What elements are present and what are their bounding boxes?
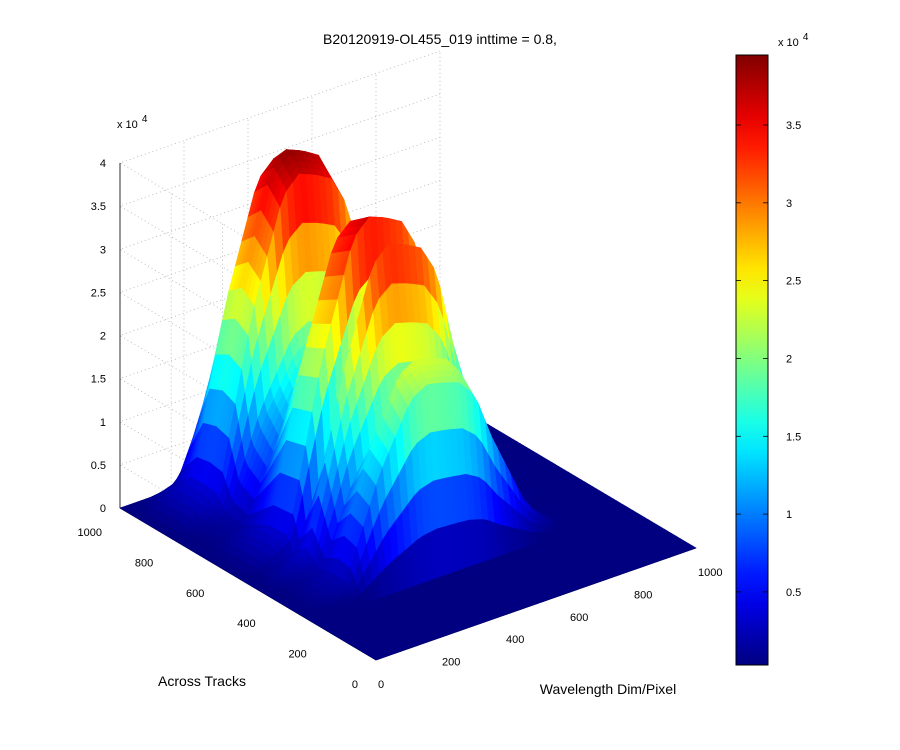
colorbar-fill xyxy=(736,55,768,665)
colorbar-tick-label: 2 xyxy=(786,353,792,365)
y-tick-label: 400 xyxy=(237,618,255,630)
z-tick-label: 3.5 xyxy=(91,201,106,213)
z-tick-label: 2 xyxy=(100,331,106,343)
y-tick-label: 200 xyxy=(288,649,306,661)
colorbar-multiplier: x 10 4 xyxy=(778,32,809,49)
z-exponent-text: 4 xyxy=(142,114,148,125)
y-tick-label: 1000 xyxy=(78,527,102,539)
colorbar-exponent-text: 4 xyxy=(803,32,809,43)
y-tick-label: 600 xyxy=(186,588,204,600)
colorbar-ticks: 0.5 1 1.5 2 2.5 3 3.5 xyxy=(736,120,801,599)
axis-ticks: 0 200 400 600 800 1000 0 200 400 600 800 1000 0 0.5 1 1… xyxy=(78,158,723,691)
z-tick-label: 1 xyxy=(100,417,106,429)
z-tick-label: 3 xyxy=(100,244,106,256)
surface-plot xyxy=(119,149,697,661)
colorbar-tick-label: 3.5 xyxy=(786,120,801,132)
colorbar-tick-label: 1.5 xyxy=(786,431,801,443)
colorbar-tick-label: 1 xyxy=(786,509,792,521)
x-tick-label: 0 xyxy=(378,679,384,691)
x-axis-label: Wavelength Dim/Pixel xyxy=(540,681,676,697)
x-tick-label: 200 xyxy=(442,657,460,669)
surface-facet xyxy=(372,655,384,661)
x-tick-label: 800 xyxy=(634,589,652,601)
colorbar: 0.5 1 1.5 2 2.5 3 3.5 x 10 4 xyxy=(735,32,809,666)
z-tick-label: 0.5 xyxy=(91,460,106,472)
x-tick-label: 1000 xyxy=(698,567,722,579)
colorbar-multiplier-text: x 10 xyxy=(778,37,799,49)
colorbar-tick-label: 2.5 xyxy=(786,276,801,288)
z-tick-label: 0 xyxy=(100,503,106,515)
colorbar-frame xyxy=(735,54,769,666)
x-tick-label: 600 xyxy=(570,612,588,624)
chart-title: B20120919-OL455_019 inttime = 0.8, xyxy=(323,31,557,47)
z-tick-label: 4 xyxy=(100,158,106,170)
x-tick-label: 400 xyxy=(506,634,524,646)
z-multiplier-text: x 10 xyxy=(117,119,138,131)
colorbar-tick-label: 3 xyxy=(786,198,792,210)
y-axis-label: Across Tracks xyxy=(158,673,246,689)
z-tick-label: 1.5 xyxy=(91,374,106,386)
y-tick-label: 800 xyxy=(135,557,153,569)
colorbar-tick-label: 0.5 xyxy=(786,587,801,599)
z-axis-multiplier: x 10 4 xyxy=(117,114,148,131)
z-tick-label: 2.5 xyxy=(91,287,106,299)
y-tick-label: 0 xyxy=(352,679,358,691)
